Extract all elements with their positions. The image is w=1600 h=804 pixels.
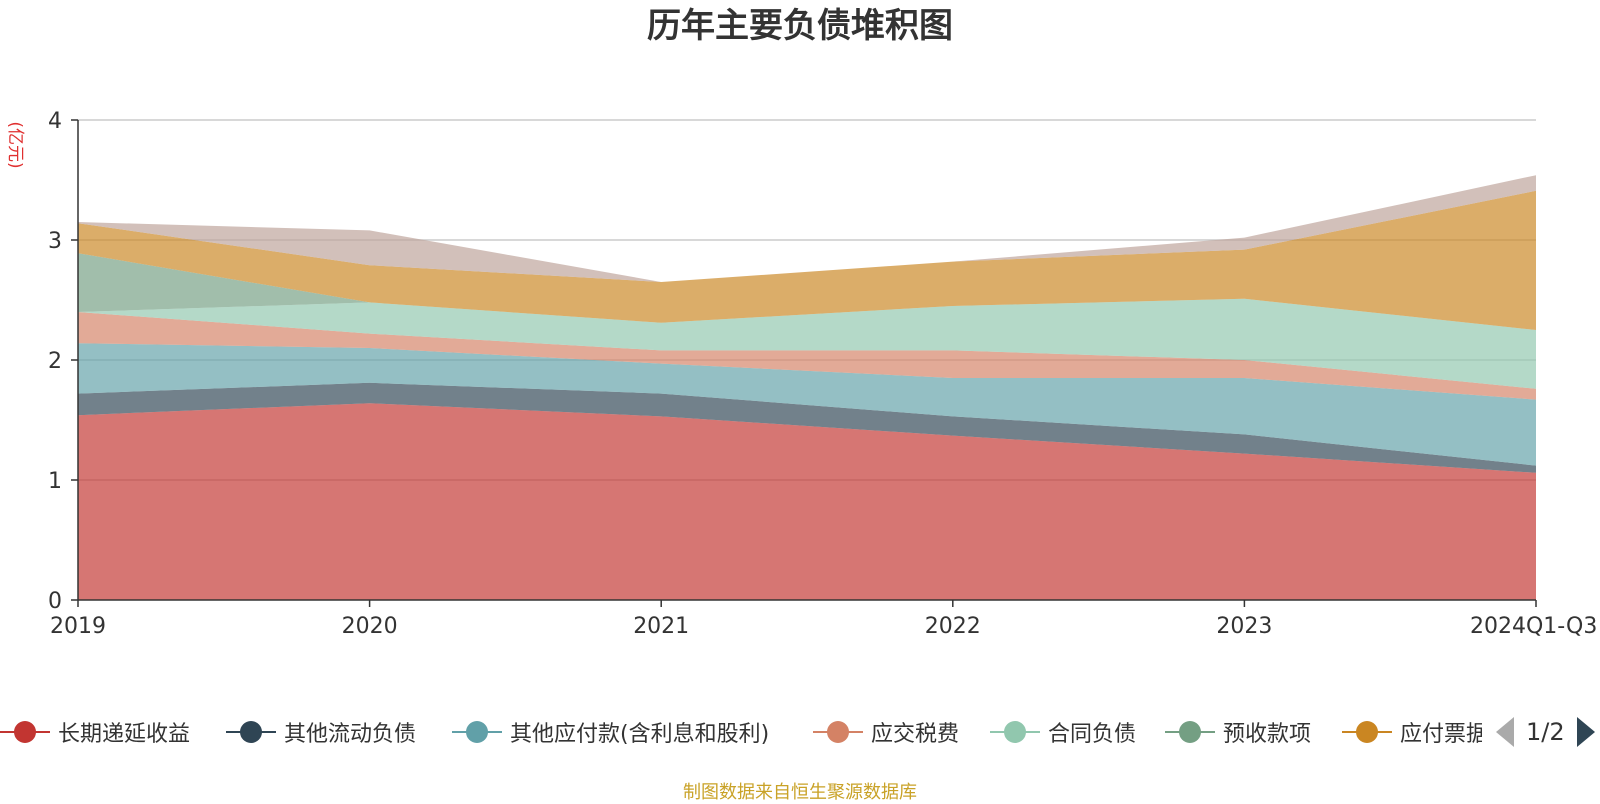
legend-item[interactable]: 应付票据 — [1342, 712, 1482, 752]
legend-marker-icon — [1165, 712, 1215, 752]
y-tick-label: 4 — [48, 109, 62, 134]
legend-label: 预收款项 — [1223, 722, 1312, 747]
y-tick-label: 3 — [48, 229, 62, 254]
area-series-7[interactable] — [78, 190, 1536, 330]
legend-item[interactable]: 预收款项 — [1165, 712, 1311, 752]
area-series-3[interactable] — [78, 343, 1536, 466]
x-tick-label: 2021 — [633, 614, 689, 639]
legend-marker-icon — [990, 712, 1040, 752]
y-axis-label: (亿元) — [5, 121, 25, 168]
legend-label: 应付票据 — [1400, 722, 1482, 747]
chart-title: 历年主要负债堆积图 — [647, 6, 953, 46]
legend-pager: 1/2 — [1496, 712, 1595, 752]
legend-item[interactable]: 其他流动负债 — [226, 712, 416, 752]
y-tick-label: 2 — [48, 349, 62, 374]
prev-page-icon[interactable] — [1496, 717, 1514, 747]
legend-item[interactable]: 其他应付款(含利息和股利) — [452, 712, 769, 752]
legend-marker-icon — [1342, 712, 1392, 752]
legend-label: 长期递延收益 — [58, 722, 191, 747]
source-note: 制图数据来自恒生聚源数据库 — [683, 782, 917, 803]
legend-marker-icon — [813, 712, 863, 752]
area-series-8[interactable] — [78, 175, 1536, 282]
x-tick-label: 2024Q1-Q3 — [1470, 614, 1597, 639]
x-tick-label: 2023 — [1216, 614, 1272, 639]
area-series[interactable] — [78, 175, 1536, 600]
y-tick-label: 0 — [48, 589, 62, 614]
next-page-icon[interactable] — [1576, 717, 1595, 747]
legend-item[interactable]: 长期递延收益 — [0, 712, 190, 752]
x-tick-label: 2019 — [50, 614, 106, 639]
x-tick-label: 2020 — [342, 614, 398, 639]
legend-label: 其他流动负债 — [284, 722, 417, 747]
legend-marker-icon — [226, 712, 276, 752]
area-series-5[interactable] — [78, 298, 1536, 389]
legend-label: 应交税费 — [871, 722, 960, 747]
stacked-area-chart: 0 1 2 3 4 2019 2020 2021 2022 2023 2024Q1-Q3 (亿元) — [5, 109, 1597, 639]
legend-item[interactable]: 应交税费 — [813, 712, 959, 752]
x-tick-label: 2022 — [925, 614, 981, 639]
legend: 长期递延收益 其他流动负债 其他应付款(含利息和股利) 应交税费 合同负债 预收款项 应付票… — [0, 712, 1600, 752]
legend-marker-icon — [452, 712, 502, 752]
y-tick-label: 1 — [48, 469, 62, 494]
area-series-1[interactable] — [78, 403, 1536, 600]
area-series-2[interactable] — [78, 382, 1536, 473]
legend-item[interactable]: 合同负债 — [990, 712, 1136, 752]
legend-label: 其他应付款(含利息和股利) — [510, 722, 770, 747]
legend-clip: 长期递延收益 其他流动负债 其他应付款(含利息和股利) 应交税费 合同负债 预收款项 应付票… — [0, 712, 1482, 752]
axes: 0 1 2 3 4 2019 2020 2021 2022 2023 2024Q1-Q3 — [48, 109, 1597, 639]
legend-label: 合同负债 — [1048, 722, 1137, 747]
legend-marker-icon — [0, 712, 50, 752]
legend-page-indicator: 1/2 — [1526, 718, 1565, 746]
area-series-4[interactable] — [78, 312, 1536, 400]
